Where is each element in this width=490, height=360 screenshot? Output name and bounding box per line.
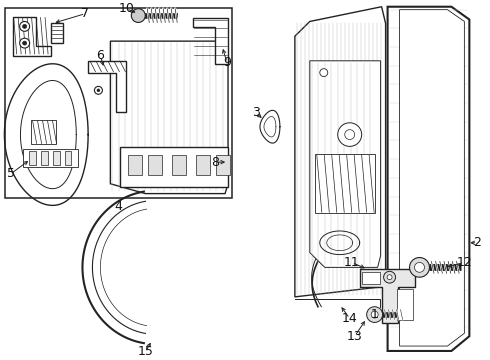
Text: 2: 2 xyxy=(473,236,481,249)
Text: 8: 8 xyxy=(211,156,219,168)
Circle shape xyxy=(367,307,383,323)
Text: 1: 1 xyxy=(371,308,379,321)
Polygon shape xyxy=(89,61,126,112)
Bar xyxy=(52,151,59,165)
Bar xyxy=(41,151,48,165)
Text: 7: 7 xyxy=(81,7,90,20)
Bar xyxy=(50,23,63,43)
Bar xyxy=(148,155,162,175)
Polygon shape xyxy=(193,18,228,64)
Circle shape xyxy=(371,311,378,318)
Circle shape xyxy=(320,69,328,77)
Polygon shape xyxy=(30,120,55,144)
Bar xyxy=(172,155,186,175)
Circle shape xyxy=(23,41,26,45)
Polygon shape xyxy=(388,7,469,351)
Polygon shape xyxy=(13,17,50,56)
Polygon shape xyxy=(399,10,465,346)
Circle shape xyxy=(20,22,29,31)
Polygon shape xyxy=(315,154,375,213)
Circle shape xyxy=(97,89,100,92)
Polygon shape xyxy=(360,269,415,323)
Bar xyxy=(196,155,210,175)
Bar xyxy=(65,151,72,165)
Circle shape xyxy=(415,262,424,272)
Text: 13: 13 xyxy=(347,330,363,343)
Text: 3: 3 xyxy=(252,107,260,120)
Circle shape xyxy=(410,257,429,277)
Text: 4: 4 xyxy=(115,200,122,213)
Bar xyxy=(216,155,230,175)
Circle shape xyxy=(95,86,102,94)
Bar xyxy=(362,272,380,284)
Polygon shape xyxy=(23,149,78,167)
Text: 9: 9 xyxy=(223,56,231,69)
Circle shape xyxy=(20,38,29,48)
Circle shape xyxy=(387,275,392,280)
Text: 14: 14 xyxy=(342,312,358,325)
Text: 12: 12 xyxy=(457,256,472,269)
Text: 11: 11 xyxy=(344,256,360,269)
Circle shape xyxy=(338,123,362,147)
Text: 6: 6 xyxy=(97,49,104,62)
Text: 10: 10 xyxy=(119,2,134,15)
Polygon shape xyxy=(310,61,381,267)
Bar xyxy=(5,8,232,198)
Polygon shape xyxy=(295,7,386,297)
Circle shape xyxy=(345,130,355,140)
Text: 15: 15 xyxy=(137,346,153,359)
Polygon shape xyxy=(110,41,228,194)
Text: 5: 5 xyxy=(7,167,15,180)
Circle shape xyxy=(384,271,395,283)
Circle shape xyxy=(131,9,145,22)
Bar xyxy=(121,147,228,187)
Bar xyxy=(396,289,413,320)
Bar xyxy=(128,155,142,175)
Bar xyxy=(28,151,36,165)
Circle shape xyxy=(23,24,26,28)
